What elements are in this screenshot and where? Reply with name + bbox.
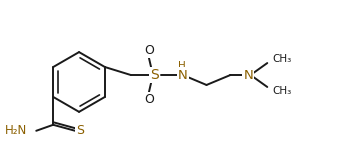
Text: S: S [150,68,159,82]
Text: O: O [144,93,154,106]
Text: CH₃: CH₃ [272,86,291,96]
Text: H: H [178,61,186,71]
Text: S: S [76,124,84,137]
Text: H₂N: H₂N [5,124,27,137]
Text: CH₃: CH₃ [272,54,291,64]
Text: N: N [243,69,253,81]
Text: N: N [178,69,188,81]
Text: O: O [144,44,154,57]
